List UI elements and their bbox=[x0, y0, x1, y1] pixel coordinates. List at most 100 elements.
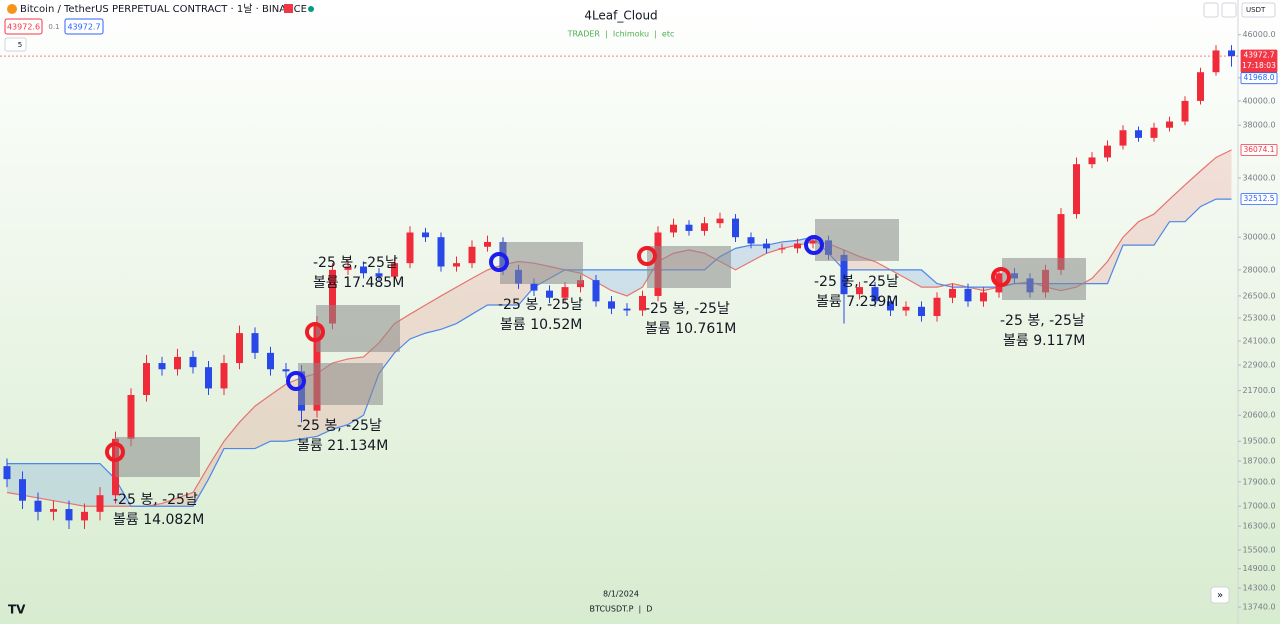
signal-circle bbox=[105, 442, 125, 462]
annotation: 볼륨 17.485M bbox=[313, 275, 404, 291]
candle-body bbox=[949, 288, 956, 298]
candle-body bbox=[205, 367, 212, 389]
candle-body bbox=[81, 511, 88, 521]
footer: BTCUSDT.P | D bbox=[590, 605, 653, 614]
status-dot bbox=[308, 6, 314, 12]
bid[interactable]: 43972.6 bbox=[7, 23, 40, 32]
cloud-fill bbox=[425, 295, 441, 334]
cloud-fill bbox=[751, 245, 767, 262]
candle-body bbox=[856, 287, 863, 295]
candle-body bbox=[918, 306, 925, 317]
candle-body bbox=[623, 308, 631, 311]
cloud-fill bbox=[239, 406, 255, 449]
scroll-icon[interactable]: » bbox=[1217, 590, 1223, 601]
y-tick-label: 19500.0 bbox=[1242, 437, 1275, 446]
y-tick-label: 14300.0 bbox=[1242, 584, 1275, 593]
candle-body bbox=[964, 288, 972, 302]
candle-body bbox=[685, 224, 693, 231]
cloud-fill bbox=[53, 463, 69, 504]
currency-select[interactable] bbox=[1241, 2, 1276, 18]
candle-body bbox=[282, 369, 290, 372]
annotation: -25 봉, -25날 bbox=[297, 418, 382, 434]
candle-body bbox=[267, 352, 274, 370]
toolbar-button[interactable] bbox=[1203, 2, 1219, 18]
annotation: 볼륨 14.082M bbox=[113, 512, 204, 528]
candle-body bbox=[561, 287, 569, 298]
candle-body bbox=[437, 237, 445, 267]
cloud-fill bbox=[1092, 261, 1108, 284]
toolbar-button[interactable] bbox=[1221, 2, 1237, 18]
cloud-fill bbox=[1185, 170, 1201, 222]
candle-body bbox=[732, 218, 739, 238]
bid-box[interactable] bbox=[4, 18, 43, 35]
candle-body bbox=[639, 295, 646, 311]
candle-body bbox=[251, 333, 259, 353]
range-box bbox=[298, 363, 383, 405]
coin-icon bbox=[7, 4, 17, 14]
range-box bbox=[647, 246, 731, 288]
y-tick-label: 30000.0 bbox=[1242, 233, 1275, 242]
price-tag bbox=[1240, 193, 1278, 206]
cloud-fill bbox=[1216, 149, 1232, 200]
candle-body bbox=[329, 269, 336, 324]
candle-body bbox=[468, 246, 476, 264]
range-box bbox=[316, 305, 400, 352]
candle-body bbox=[1197, 72, 1204, 101]
candle-body bbox=[65, 509, 73, 521]
price-tag-label: 41968.0 bbox=[1243, 73, 1274, 82]
annotation: -25 봉, -25날 bbox=[645, 301, 730, 317]
y-tick-label: 18700.0 bbox=[1242, 457, 1275, 466]
flag-icon bbox=[284, 4, 293, 13]
price-tag-label: 32512.5 bbox=[1243, 194, 1274, 203]
candle-body bbox=[375, 273, 383, 277]
cloud-fill bbox=[596, 269, 612, 291]
candle-body bbox=[189, 356, 197, 368]
indicator-toggle[interactable] bbox=[4, 37, 27, 52]
price-tag bbox=[1240, 72, 1278, 85]
annotation: 볼륨 10.761M bbox=[645, 321, 736, 337]
annotation: -25 봉, -25날 bbox=[1000, 313, 1085, 329]
indicator-count[interactable]: 5 bbox=[18, 41, 22, 49]
candle-body bbox=[670, 224, 677, 233]
y-tick-label: 46000.0 bbox=[1242, 30, 1275, 39]
signal-circle bbox=[991, 267, 1011, 287]
price-tag bbox=[1240, 49, 1278, 73]
cloud-fill bbox=[69, 463, 85, 507]
annotation: -25 봉, -25날 bbox=[814, 274, 899, 290]
price-tag-label: 43972.7 bbox=[1243, 51, 1274, 60]
cloud-fill bbox=[410, 304, 426, 339]
ask[interactable]: 43972.7 bbox=[67, 23, 100, 32]
signal-circle bbox=[637, 246, 657, 266]
cloud-fill bbox=[84, 463, 100, 507]
annotation: 볼륨 9.117M bbox=[1003, 333, 1085, 349]
candle-body bbox=[1166, 121, 1173, 128]
candle-body bbox=[220, 363, 228, 389]
currency[interactable]: USDT bbox=[1246, 6, 1266, 14]
cloud-fill bbox=[1107, 237, 1123, 284]
cloud-fill bbox=[1169, 184, 1185, 222]
y-tick-label: 17900.0 bbox=[1242, 477, 1275, 486]
annotation: 볼륨 10.52M bbox=[500, 317, 582, 333]
cloud-fill bbox=[224, 422, 240, 449]
y-tick-label: 34000.0 bbox=[1242, 173, 1275, 182]
candle-body bbox=[887, 301, 894, 311]
annotation: 볼륨 21.134M bbox=[297, 438, 388, 454]
scroll-button[interactable] bbox=[1210, 586, 1230, 604]
y-tick-label: 14900.0 bbox=[1242, 564, 1275, 573]
candle-body bbox=[794, 243, 801, 249]
annotation: -25 봉, -25날 bbox=[113, 492, 198, 508]
price-tag bbox=[1240, 143, 1278, 156]
signal-circle bbox=[305, 322, 325, 342]
candle-body bbox=[608, 301, 615, 309]
ask-box[interactable] bbox=[64, 18, 104, 35]
cloud-fill bbox=[735, 245, 751, 270]
date-label: 8/1/2024 bbox=[603, 590, 639, 599]
candle-body bbox=[3, 466, 11, 480]
y-tick-label: 24100.0 bbox=[1242, 336, 1275, 345]
candle-body bbox=[50, 509, 57, 512]
cloud-fill bbox=[487, 264, 503, 305]
y-tick-label: 17000.0 bbox=[1242, 502, 1275, 511]
